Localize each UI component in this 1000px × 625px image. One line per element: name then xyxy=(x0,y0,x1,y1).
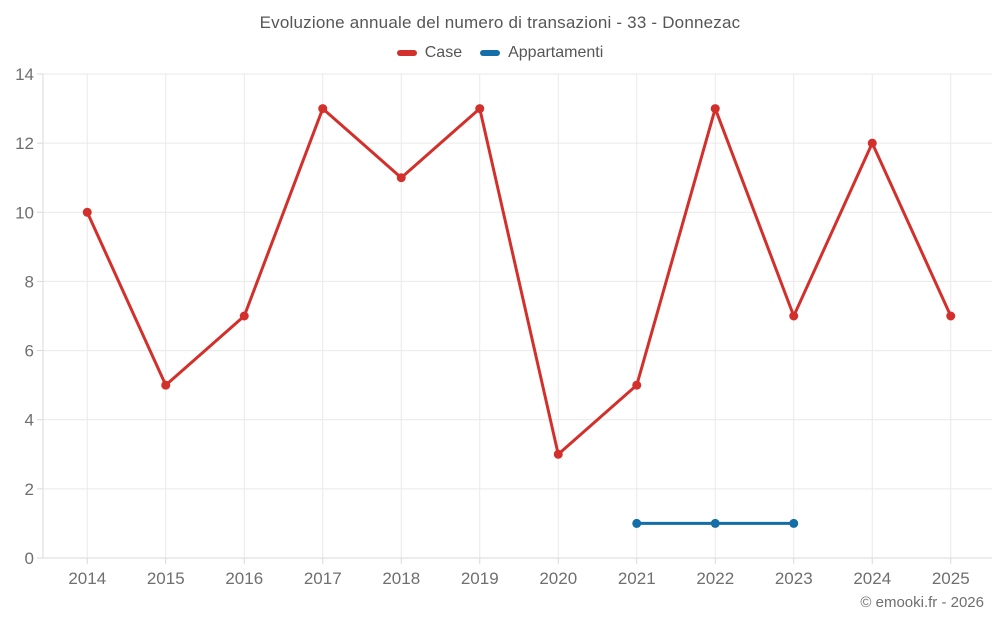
legend-label-appartamenti: Appartamenti xyxy=(508,44,604,61)
x-axis-label: 2018 xyxy=(382,569,420,588)
legend-label-case: Case xyxy=(424,44,463,61)
data-point-case-2018[interactable] xyxy=(396,173,406,183)
data-point-case-2017[interactable] xyxy=(318,104,328,114)
y-axis-label: 8 xyxy=(25,272,34,291)
x-axis-label: 2023 xyxy=(775,569,813,588)
y-axis-label: 12 xyxy=(15,134,34,153)
data-point-case-2019[interactable] xyxy=(475,104,485,114)
attribution-text: © emooki.fr - 2026 xyxy=(860,594,984,611)
data-point-appartamenti-2021[interactable] xyxy=(632,518,642,528)
y-axis-label: 14 xyxy=(15,65,34,84)
data-point-case-2024[interactable] xyxy=(867,138,877,148)
x-axis-label: 2021 xyxy=(618,569,656,588)
data-point-case-2025[interactable] xyxy=(946,311,956,321)
data-point-case-2014[interactable] xyxy=(82,207,92,217)
legend-item-appartamenti[interactable]: Appartamenti xyxy=(480,44,603,62)
series-line-case xyxy=(85,107,953,456)
x-axis-label: 2022 xyxy=(696,569,734,588)
y-axis-label: 0 xyxy=(25,549,34,568)
y-axis-label: 2 xyxy=(25,480,34,499)
y-axis-label: 4 xyxy=(25,411,34,430)
x-axis-label: 2024 xyxy=(853,569,891,588)
data-point-appartamenti-2022[interactable] xyxy=(710,518,720,528)
data-point-case-2020[interactable] xyxy=(553,449,563,459)
y-axis-label: 6 xyxy=(25,342,34,361)
data-point-case-2021[interactable] xyxy=(632,380,642,390)
data-point-case-2022[interactable] xyxy=(710,104,720,114)
x-axis-label: 2014 xyxy=(68,569,106,588)
data-point-case-2016[interactable] xyxy=(239,311,249,321)
x-axis-label: 2020 xyxy=(539,569,577,588)
chart-legend: Case Appartamenti xyxy=(0,44,1000,62)
data-point-case-2015[interactable] xyxy=(161,380,171,390)
x-axis-label: 2017 xyxy=(304,569,342,588)
chart-title: Evoluzione annuale del numero di transaz… xyxy=(259,13,741,32)
legend-item-case[interactable]: Case xyxy=(396,44,463,62)
data-point-appartamenti-2023[interactable] xyxy=(789,518,799,528)
x-axis-label: 2015 xyxy=(147,569,185,588)
x-axis-label: 2016 xyxy=(225,569,263,588)
data-point-case-2023[interactable] xyxy=(789,311,799,321)
y-axis-label: 10 xyxy=(15,203,34,222)
appartamenti-series-swatch-icon xyxy=(480,50,501,56)
case-series-swatch-icon xyxy=(396,50,417,56)
x-axis-label: 2025 xyxy=(932,569,970,588)
x-axis-label: 2019 xyxy=(461,569,499,588)
